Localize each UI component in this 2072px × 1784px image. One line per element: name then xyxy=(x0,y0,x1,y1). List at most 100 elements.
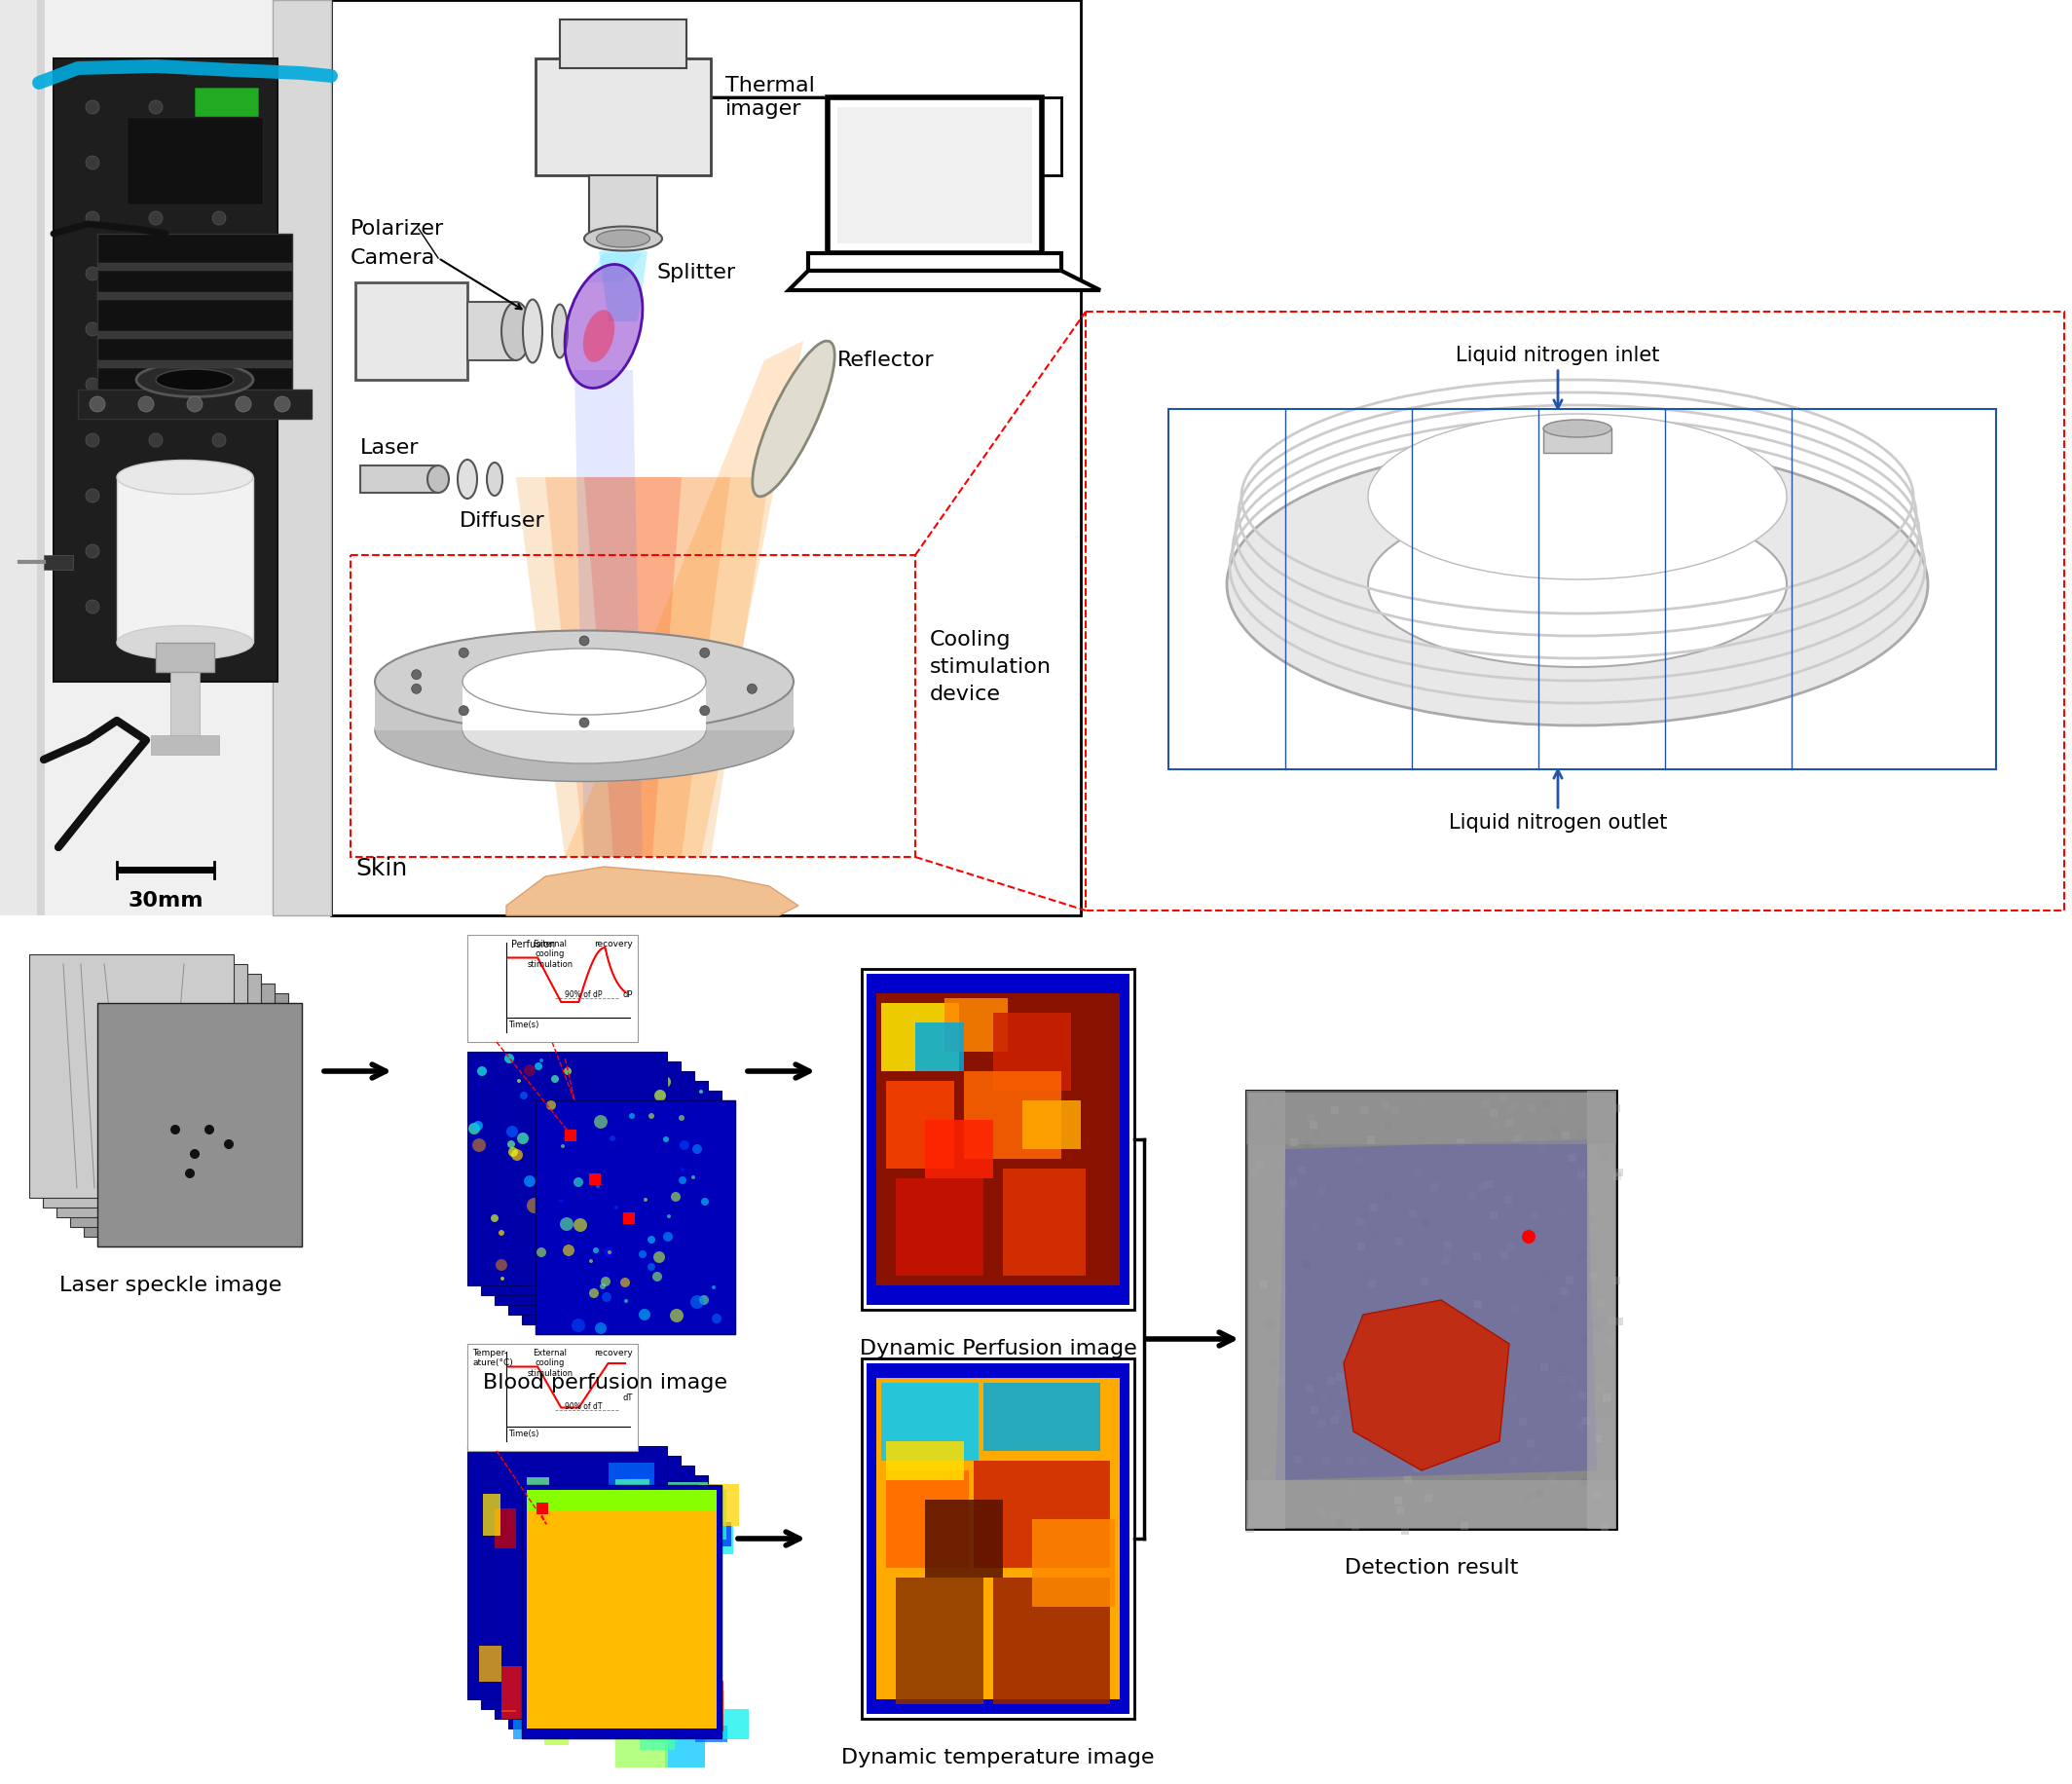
Bar xyxy=(609,1615,646,1641)
Bar xyxy=(1591,1322,1600,1329)
Bar xyxy=(615,1725,667,1768)
Bar xyxy=(837,107,1032,243)
Circle shape xyxy=(624,1185,628,1188)
Bar xyxy=(651,1598,696,1618)
Bar xyxy=(1312,1197,1320,1204)
Bar xyxy=(1326,1452,1334,1459)
Text: dP: dP xyxy=(624,990,632,999)
Bar xyxy=(895,1577,984,1704)
Bar xyxy=(661,1598,680,1632)
Circle shape xyxy=(707,1131,715,1138)
Circle shape xyxy=(516,1249,524,1258)
Ellipse shape xyxy=(116,460,253,494)
Circle shape xyxy=(588,1288,599,1299)
Circle shape xyxy=(576,1097,584,1106)
Bar xyxy=(512,1515,530,1532)
Bar xyxy=(1405,1347,1413,1356)
Circle shape xyxy=(539,1058,543,1063)
Bar xyxy=(640,1484,663,1509)
Circle shape xyxy=(85,378,99,391)
Bar xyxy=(601,1700,617,1718)
Bar xyxy=(924,1500,1003,1577)
Bar xyxy=(1320,1395,1328,1404)
Circle shape xyxy=(518,1079,520,1083)
Circle shape xyxy=(599,1154,607,1161)
Circle shape xyxy=(597,1217,607,1227)
Circle shape xyxy=(468,1122,481,1135)
Circle shape xyxy=(663,1249,678,1261)
Circle shape xyxy=(673,1167,682,1176)
Circle shape xyxy=(211,434,226,448)
Circle shape xyxy=(574,1218,586,1233)
Bar xyxy=(895,1177,984,1276)
Circle shape xyxy=(659,1292,671,1304)
Bar xyxy=(1612,1277,1620,1284)
Bar xyxy=(170,673,199,749)
Circle shape xyxy=(211,544,226,558)
Circle shape xyxy=(499,1240,510,1249)
Bar xyxy=(1562,1131,1571,1140)
Circle shape xyxy=(586,1279,595,1288)
Bar xyxy=(1276,1377,1285,1384)
Circle shape xyxy=(599,1193,605,1201)
Circle shape xyxy=(89,396,106,412)
Circle shape xyxy=(607,1108,615,1119)
Bar xyxy=(1295,1456,1301,1463)
Circle shape xyxy=(543,1158,551,1165)
Circle shape xyxy=(530,1129,541,1140)
Circle shape xyxy=(211,489,226,503)
Circle shape xyxy=(559,1217,574,1231)
Circle shape xyxy=(543,1260,553,1270)
Circle shape xyxy=(487,1152,495,1161)
Bar xyxy=(1399,1290,1407,1299)
Bar xyxy=(29,954,234,1197)
Bar xyxy=(522,1090,721,1324)
Bar xyxy=(866,1363,1129,1714)
Bar xyxy=(1535,1238,1542,1247)
Bar xyxy=(1339,1390,1347,1397)
Bar xyxy=(503,1554,526,1598)
Bar xyxy=(626,1479,653,1531)
Circle shape xyxy=(698,1090,702,1094)
Bar xyxy=(1021,1101,1082,1149)
Bar xyxy=(582,1681,605,1695)
Bar xyxy=(1312,1406,1318,1415)
Circle shape xyxy=(667,1261,671,1265)
Circle shape xyxy=(617,1138,622,1142)
Circle shape xyxy=(568,1104,574,1110)
Bar xyxy=(0,0,44,915)
Bar xyxy=(646,1713,678,1743)
Circle shape xyxy=(149,268,162,280)
Bar xyxy=(332,0,1082,915)
Bar xyxy=(1415,1450,1423,1458)
Circle shape xyxy=(624,1165,632,1174)
Circle shape xyxy=(458,706,468,715)
Bar xyxy=(1486,1181,1492,1188)
Circle shape xyxy=(653,1293,663,1304)
Bar xyxy=(611,1493,646,1520)
Bar xyxy=(582,1681,636,1716)
Bar xyxy=(1247,1111,1256,1120)
Circle shape xyxy=(572,1318,584,1333)
Circle shape xyxy=(530,1254,537,1260)
Circle shape xyxy=(603,1247,613,1258)
Circle shape xyxy=(572,1215,582,1224)
Circle shape xyxy=(572,1090,582,1101)
Bar xyxy=(578,1540,607,1581)
Bar xyxy=(862,969,1133,1309)
Bar xyxy=(1249,1169,1258,1176)
Circle shape xyxy=(748,683,756,694)
Circle shape xyxy=(655,1090,665,1101)
Circle shape xyxy=(624,1217,632,1226)
Circle shape xyxy=(477,1067,487,1076)
Bar xyxy=(646,1531,665,1582)
Circle shape xyxy=(578,1293,584,1301)
Bar xyxy=(553,1606,568,1638)
Circle shape xyxy=(649,1247,657,1254)
Circle shape xyxy=(508,1252,514,1258)
Circle shape xyxy=(597,1256,605,1265)
Bar xyxy=(522,1663,562,1679)
Circle shape xyxy=(628,1185,640,1195)
Circle shape xyxy=(593,1226,599,1231)
Bar xyxy=(468,1447,667,1700)
